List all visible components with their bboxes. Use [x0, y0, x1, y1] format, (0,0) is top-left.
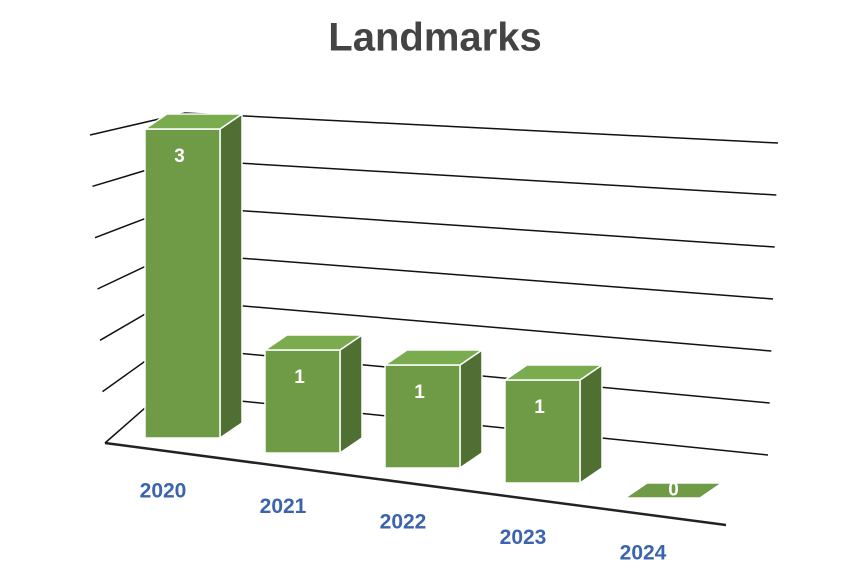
bar-top [382, 349, 485, 366]
x-tick-label: 2024 [620, 542, 667, 565]
floor-edge [104, 441, 727, 527]
x-tick-label: 2020 [140, 480, 187, 503]
bar-side [219, 112, 243, 440]
bar [382, 348, 485, 470]
data-label: 1 [414, 382, 425, 403]
grid-line [89, 112, 779, 144]
bar-front [144, 128, 221, 439]
bar [622, 482, 725, 499]
chart-title: Landmarks [328, 16, 541, 60]
bar-side [459, 348, 483, 470]
data-label: 1 [294, 367, 305, 388]
bar [262, 333, 365, 455]
x-tick-label: 2023 [500, 526, 547, 549]
bar-top [622, 482, 725, 499]
bar-top [502, 364, 605, 381]
data-label: 0 [668, 480, 679, 501]
x-tick-label: 2022 [380, 511, 427, 534]
bar-top [262, 334, 365, 351]
bar-front [384, 364, 461, 469]
data-label: 3 [174, 146, 185, 167]
bar-front [264, 349, 341, 454]
data-label: 1 [534, 397, 545, 418]
bar-side [339, 333, 363, 455]
bar [502, 363, 605, 485]
bar-front [504, 379, 581, 484]
x-tick-label: 2021 [260, 495, 307, 518]
bar-top [142, 113, 245, 130]
bar [142, 112, 245, 440]
bar-side [579, 363, 603, 485]
